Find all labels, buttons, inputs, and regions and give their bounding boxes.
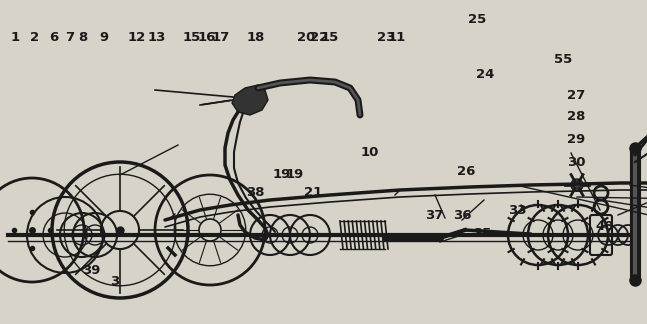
Text: 10: 10 xyxy=(360,146,378,159)
Text: 21: 21 xyxy=(304,186,322,199)
Text: 37: 37 xyxy=(425,209,443,222)
Text: 22: 22 xyxy=(311,31,329,44)
Polygon shape xyxy=(232,85,268,115)
Text: 17: 17 xyxy=(212,31,230,44)
Text: 24: 24 xyxy=(476,68,494,81)
Text: 28: 28 xyxy=(567,110,585,123)
Circle shape xyxy=(571,179,583,191)
Text: 35: 35 xyxy=(473,227,491,240)
Text: 8: 8 xyxy=(78,31,87,44)
Text: 25: 25 xyxy=(468,13,487,26)
Text: 40: 40 xyxy=(596,220,614,233)
Text: 19: 19 xyxy=(272,168,291,181)
Text: 39: 39 xyxy=(82,264,100,277)
Text: 2: 2 xyxy=(30,31,39,44)
Text: 16: 16 xyxy=(198,31,216,44)
Text: 23: 23 xyxy=(377,31,395,44)
Text: 38: 38 xyxy=(247,186,265,199)
Text: 11: 11 xyxy=(388,31,406,44)
Text: 26: 26 xyxy=(457,165,475,178)
Text: 15: 15 xyxy=(183,31,201,44)
Text: 29: 29 xyxy=(567,133,585,146)
Text: 33: 33 xyxy=(509,204,527,217)
Text: 7: 7 xyxy=(65,31,74,44)
Text: 1: 1 xyxy=(11,31,20,44)
Text: 30: 30 xyxy=(567,156,585,168)
Text: 19: 19 xyxy=(285,168,303,181)
Text: 15: 15 xyxy=(321,31,339,44)
Text: 20: 20 xyxy=(298,31,316,44)
Text: 18: 18 xyxy=(247,31,265,44)
Text: 12: 12 xyxy=(128,31,146,44)
Text: 3: 3 xyxy=(111,275,120,288)
Text: 6: 6 xyxy=(49,31,58,44)
Text: 9: 9 xyxy=(99,31,108,44)
Text: 55: 55 xyxy=(554,53,572,66)
Text: 36: 36 xyxy=(454,209,472,222)
Text: 27: 27 xyxy=(567,89,585,102)
Text: 13: 13 xyxy=(148,31,166,44)
